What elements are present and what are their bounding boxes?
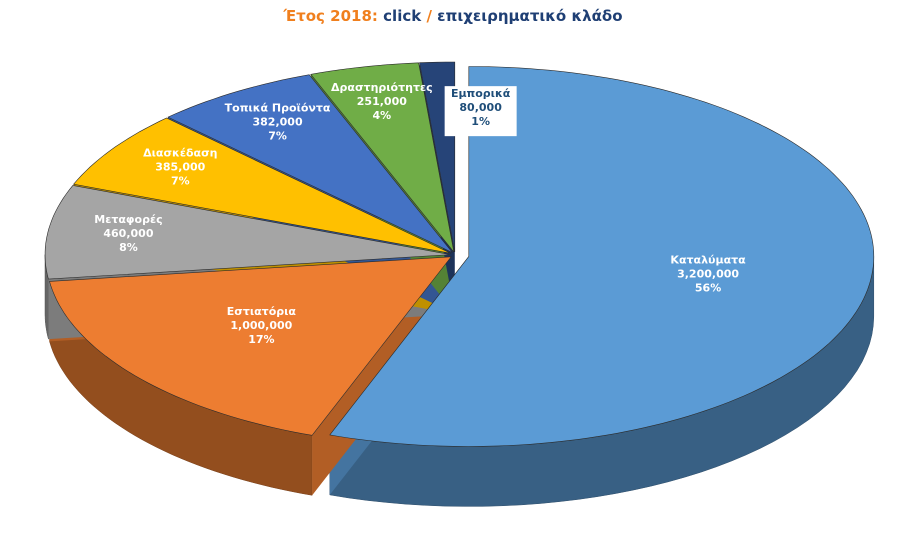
chart-title: Έτος 2018: click / επιχειρηματικό κλάδο <box>282 7 622 25</box>
label-line: 17% <box>248 333 274 346</box>
data-label: Εμπορικά 80,000 1% <box>451 87 511 128</box>
title-part: / <box>426 7 432 25</box>
slice <box>310 62 455 253</box>
label-line: 3,200,000 <box>677 267 739 280</box>
title-part: Έτος 2018: <box>282 7 377 25</box>
data-label: Διασκέδαση 385,000 7% <box>143 147 217 188</box>
label-line: 385,000 <box>155 161 205 174</box>
slice <box>73 117 451 254</box>
label-line: 382,000 <box>253 115 303 128</box>
label-line: 1,000,000 <box>230 319 292 332</box>
data-label: Δραστηριότητες 251,000 4% <box>331 81 433 122</box>
label-line: Τοπικά Προϊόντα <box>225 101 331 114</box>
slice <box>329 66 875 447</box>
title-part: click <box>383 7 422 25</box>
label-line: 7% <box>171 175 190 188</box>
label-line: Διασκέδαση <box>143 147 217 160</box>
label-line: 80,000 <box>459 101 502 114</box>
title-part: επιχειρηματικό κλάδο <box>437 7 622 25</box>
label-line: 251,000 <box>357 95 407 108</box>
slice <box>49 256 452 436</box>
slice <box>167 74 453 253</box>
label-line: Καταλύματα <box>670 253 746 266</box>
label-line: 460,000 <box>103 227 153 240</box>
slice <box>44 185 451 280</box>
data-label: Μεταφορές 460,000 8% <box>94 213 162 254</box>
label-line: 7% <box>268 129 287 142</box>
label-line: Δραστηριότητες <box>331 81 433 94</box>
label-line: Μεταφορές <box>94 213 162 226</box>
label-line: Εμπορικά <box>451 87 511 100</box>
label-box <box>444 86 517 137</box>
label-line: Εστιατόρια <box>227 305 297 318</box>
data-label: Τοπικά Προϊόντα 382,000 7% <box>225 101 331 142</box>
label-line: 8% <box>119 241 138 254</box>
label-line: 1% <box>471 115 490 128</box>
data-label: Εστιατόρια 1,000,000 17% <box>227 305 297 346</box>
data-label: Καταλύματα 3,200,000 56% <box>670 253 746 294</box>
label-line: 4% <box>372 109 391 122</box>
label-line: 56% <box>695 281 721 294</box>
